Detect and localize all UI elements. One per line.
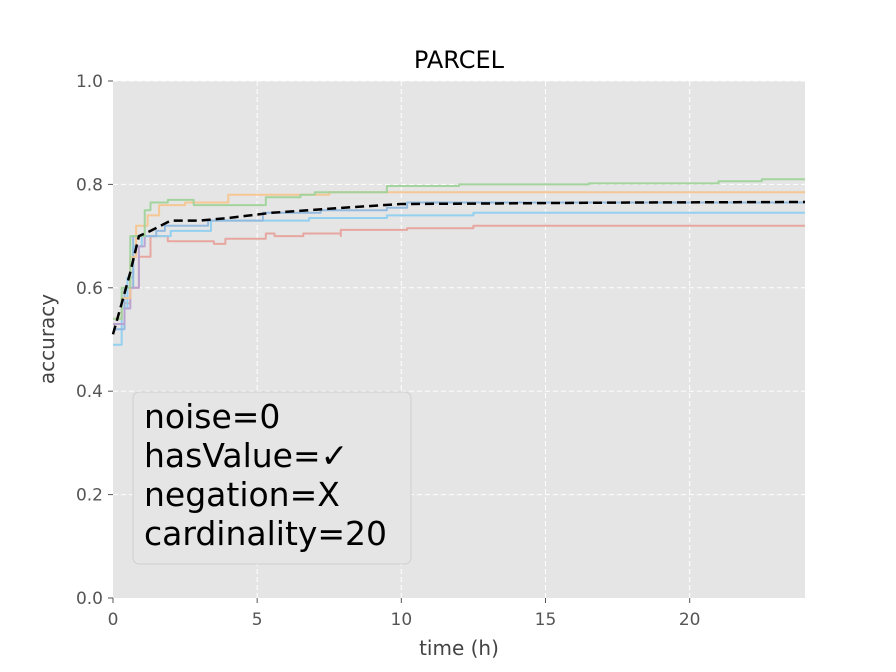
x-tick-label: 20 [679, 610, 701, 630]
annotation-cardinality: cardinality=20 [144, 514, 387, 553]
annotation-background [132, 391, 412, 565]
x-tick-label: 15 [535, 610, 557, 630]
y-tick-label: 1.0 [76, 72, 103, 92]
series-line-4 [113, 191, 805, 320]
y-tick-label: 0.0 [76, 589, 103, 609]
x-axis-label: time (h) [419, 636, 499, 660]
y-tick-label: 0.2 [76, 486, 103, 506]
x-tick-label: 0 [108, 610, 119, 630]
y-tick-label: 0.8 [76, 175, 103, 195]
y-tick-label: 0.4 [76, 382, 103, 402]
annotation-noise: noise=0 [144, 397, 280, 436]
y-tick-label: 0.6 [76, 279, 103, 299]
series-group [111, 178, 806, 346]
mean-line [111, 200, 806, 335]
y-axis-label: accuracy [35, 294, 59, 384]
annotation-negation: negation=X [144, 475, 340, 514]
series-line-2 [113, 201, 805, 331]
series-line-5 [113, 178, 805, 320]
annotation-hasvalue: hasValue=✓ [144, 436, 348, 475]
annotation-box: noise=0 hasValue=✓ negation=X cardinalit… [132, 391, 412, 565]
chart-title: PARCEL [414, 46, 505, 74]
x-tick-label: 5 [252, 610, 263, 630]
x-tick-label: 10 [391, 610, 413, 630]
ticks: 0 5 10 15 20 0.0 0.2 0.4 0.6 0.8 1.0 [76, 72, 701, 630]
